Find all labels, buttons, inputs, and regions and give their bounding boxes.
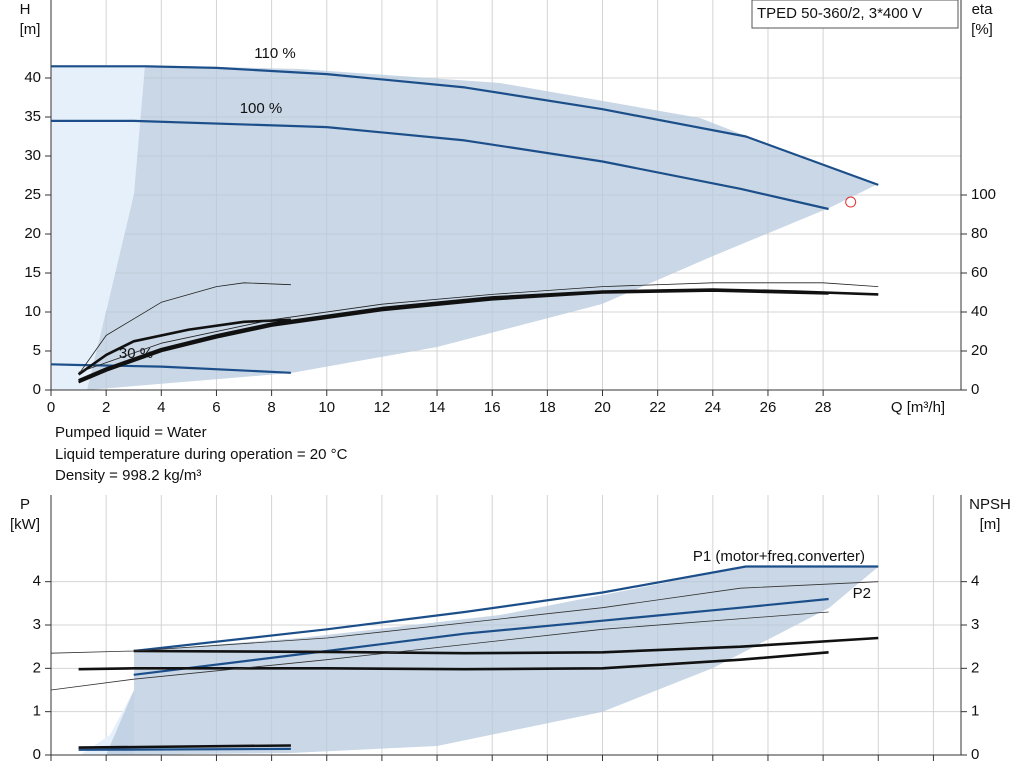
x-tick-label: 8 — [267, 399, 275, 416]
y2-tick-label: 0 — [971, 381, 979, 398]
x-tick-label: 26 — [760, 399, 777, 416]
range-light — [51, 65, 145, 390]
x-tick-label: 10 — [318, 399, 335, 416]
y2-tick-label: 60 — [971, 264, 988, 281]
duty-point — [845, 196, 857, 208]
y-tick-label: 30 — [24, 147, 41, 164]
curve — [78, 747, 291, 751]
x-tick-label: 2 — [102, 399, 110, 416]
curve — [78, 282, 879, 373]
y2-tick-label: 20 — [971, 342, 988, 359]
curve-label: 110 % — [254, 45, 295, 62]
y2-tick-label: 4 — [971, 573, 979, 590]
x-axis-title: Q [m³/h] — [891, 399, 945, 416]
y-tick-label: 10 — [24, 303, 41, 320]
curve — [133, 597, 829, 676]
y2-tick-label: 2 — [971, 659, 979, 676]
y-tick-label: 3 — [33, 616, 41, 633]
y-tick-label: 20 — [24, 225, 41, 242]
y2-axis-unit: [m] — [980, 516, 1001, 533]
y2-axis-title: eta — [972, 1, 994, 18]
y-tick-label: 0 — [33, 381, 41, 398]
y-tick-label: 0 — [33, 746, 41, 763]
y-axis-unit: [kW] — [10, 516, 40, 533]
y2-tick-label: 3 — [971, 616, 979, 633]
curve-label: P1 (motor+freq.converter) — [693, 548, 865, 565]
curve — [78, 651, 829, 671]
legend-text: TPED 50-360/2, 3*400 V — [757, 5, 922, 22]
y-tick-label: 1 — [33, 703, 41, 720]
range-area — [87, 65, 878, 390]
x-tick-label: 0 — [47, 399, 55, 416]
y-tick-label: 5 — [33, 342, 41, 359]
y-tick-label: 35 — [24, 108, 41, 125]
x-tick-label: 28 — [815, 399, 832, 416]
curve — [78, 744, 291, 749]
x-tick-label: 14 — [429, 399, 446, 416]
curve — [51, 65, 879, 186]
y-tick-label: 4 — [33, 573, 41, 590]
y2-axis-unit: [%] — [971, 21, 993, 38]
note: Density = 998.2 kg/m³ — [55, 467, 201, 484]
y2-tick-label: 80 — [971, 225, 988, 242]
note: Pumped liquid = Water — [55, 424, 207, 441]
y2-tick-label: 1 — [971, 703, 979, 720]
curve — [78, 289, 829, 384]
curve — [51, 119, 829, 211]
y-tick-label: 15 — [24, 264, 41, 281]
y2-tick-label: 100 — [971, 186, 996, 203]
note: Liquid temperature during operation = 20… — [55, 446, 348, 463]
y2-tick-label: 0 — [971, 746, 979, 763]
y2-tick-label: 40 — [971, 303, 988, 320]
legend-box — [751, 0, 959, 29]
y-tick-label: 40 — [24, 69, 41, 86]
x-tick-label: 16 — [484, 399, 501, 416]
y-axis-title: P — [20, 496, 30, 513]
x-tick-label: 22 — [649, 399, 666, 416]
curve — [50, 581, 879, 654]
x-tick-label: 6 — [212, 399, 220, 416]
x-tick-label: 24 — [704, 399, 721, 416]
curve — [77, 318, 291, 376]
y-axis-title: H — [20, 1, 31, 18]
x-tick-label: 12 — [374, 399, 391, 416]
x-tick-label: 18 — [539, 399, 556, 416]
y2-axis-title: NPSH — [969, 496, 1011, 513]
curve — [133, 636, 879, 655]
curve — [133, 565, 879, 653]
curve — [50, 611, 829, 691]
y-tick-label: 25 — [24, 186, 41, 203]
curve-label: P2 — [853, 585, 871, 602]
x-tick-label: 4 — [157, 399, 165, 416]
x-tick-label: 20 — [594, 399, 611, 416]
y-axis-unit: [m] — [20, 21, 41, 38]
y-tick-label: 2 — [33, 659, 41, 676]
curve — [78, 282, 291, 375]
curve-label: 100 % — [240, 100, 283, 117]
